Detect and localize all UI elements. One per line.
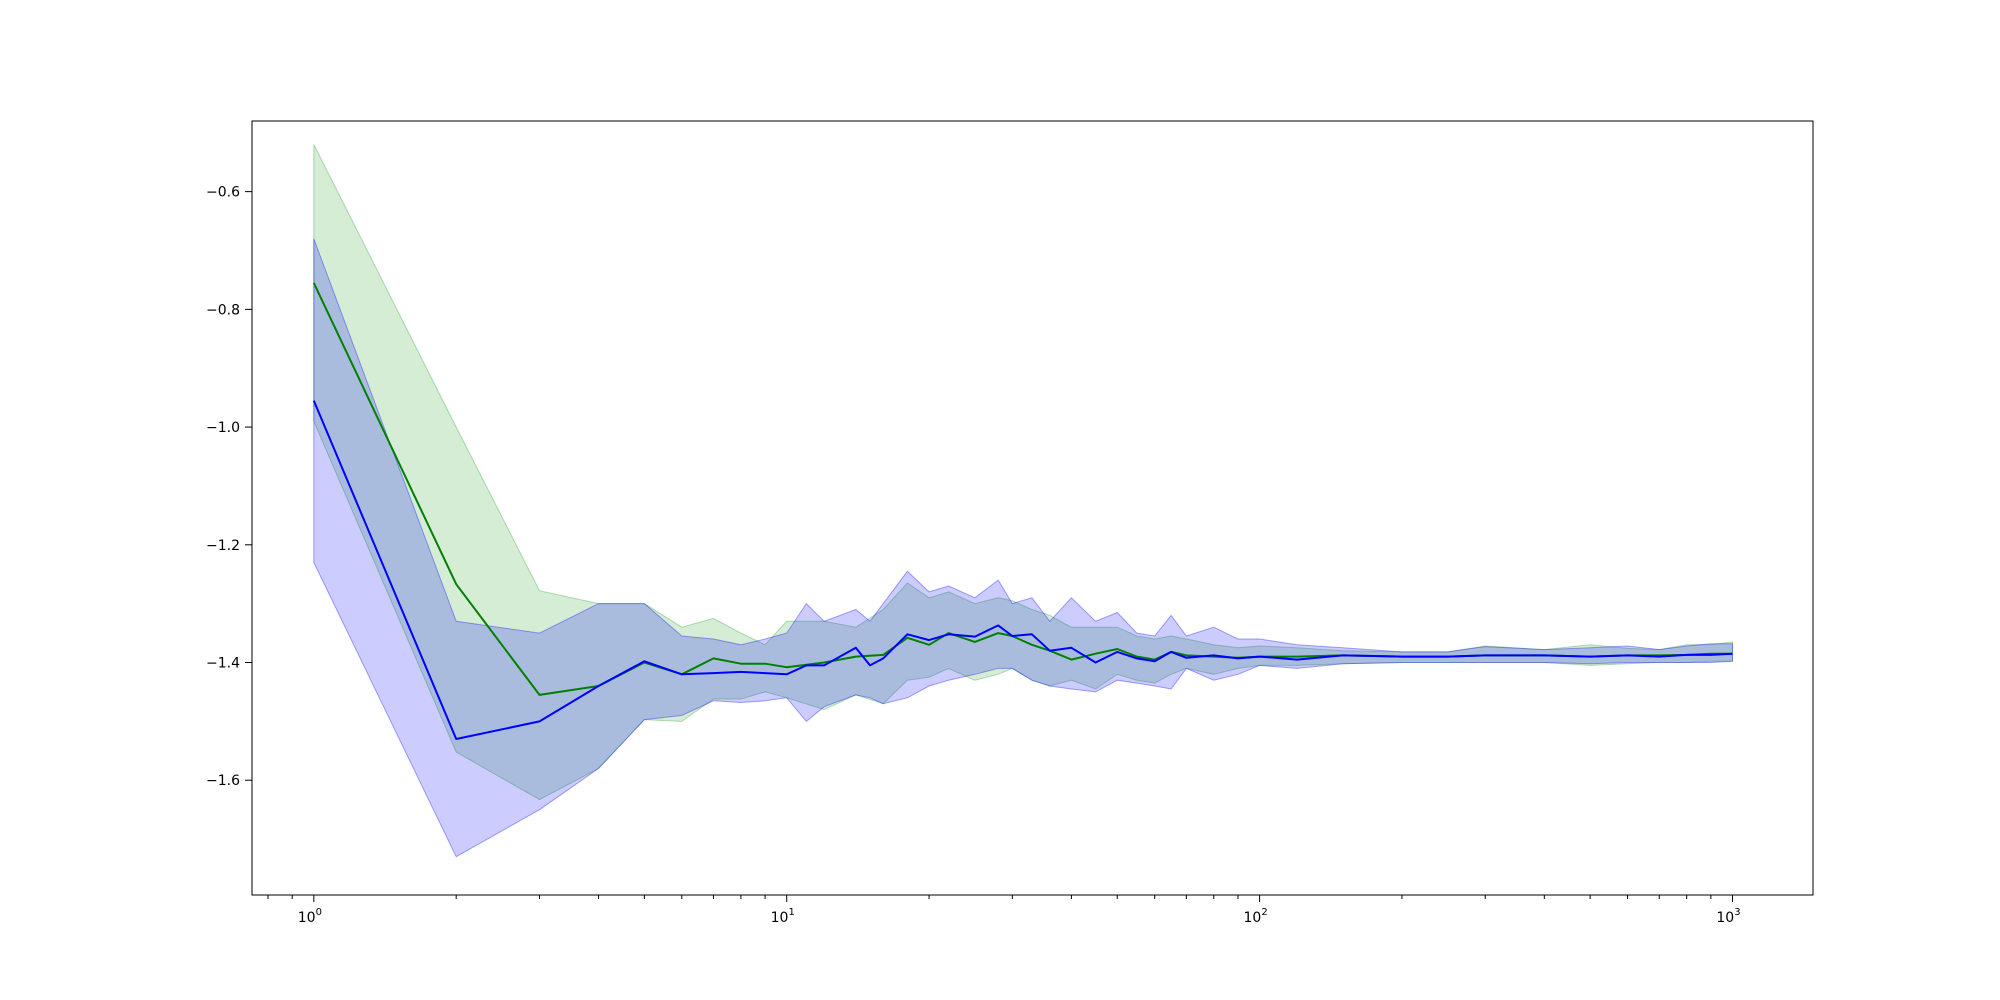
x-tick-label: 101	[771, 907, 795, 926]
series-lines	[312, 282, 1733, 740]
y-axis: −0.6 −0.8 −1.0 −1.2 −1.4 −1.6	[206, 185, 252, 789]
x-tick-exponent: 2	[1261, 907, 1267, 918]
x-tick-base: 10	[1244, 910, 1262, 926]
x-tick-label: 100	[298, 907, 322, 926]
y-tick-label: −1.2	[206, 538, 240, 554]
y-tick-label: −1.0	[206, 420, 240, 436]
x-tick-base: 10	[1716, 910, 1734, 926]
x-tick-exponent: 0	[316, 907, 322, 918]
x-tick-label: 103	[1716, 907, 1740, 926]
y-tick-label: −1.6	[206, 773, 240, 789]
y-tick-label: −1.4	[206, 656, 240, 672]
x-tick-base: 10	[771, 910, 789, 926]
band-series-2	[313, 238, 1733, 858]
plot-frame	[251, 120, 1814, 896]
x-axis: 100 101 102 103	[267, 895, 1741, 926]
x-tick-label: 102	[1244, 907, 1268, 926]
line-series-2	[312, 400, 1733, 740]
band-series-1	[313, 144, 1733, 801]
confidence-bands	[313, 144, 1733, 858]
x-tick-base: 10	[298, 910, 316, 926]
y-tick-label: −0.8	[206, 302, 240, 318]
y-tick-label: −0.6	[206, 185, 240, 201]
x-tick-exponent: 3	[1734, 907, 1740, 918]
x-tick-exponent: 1	[788, 907, 794, 918]
